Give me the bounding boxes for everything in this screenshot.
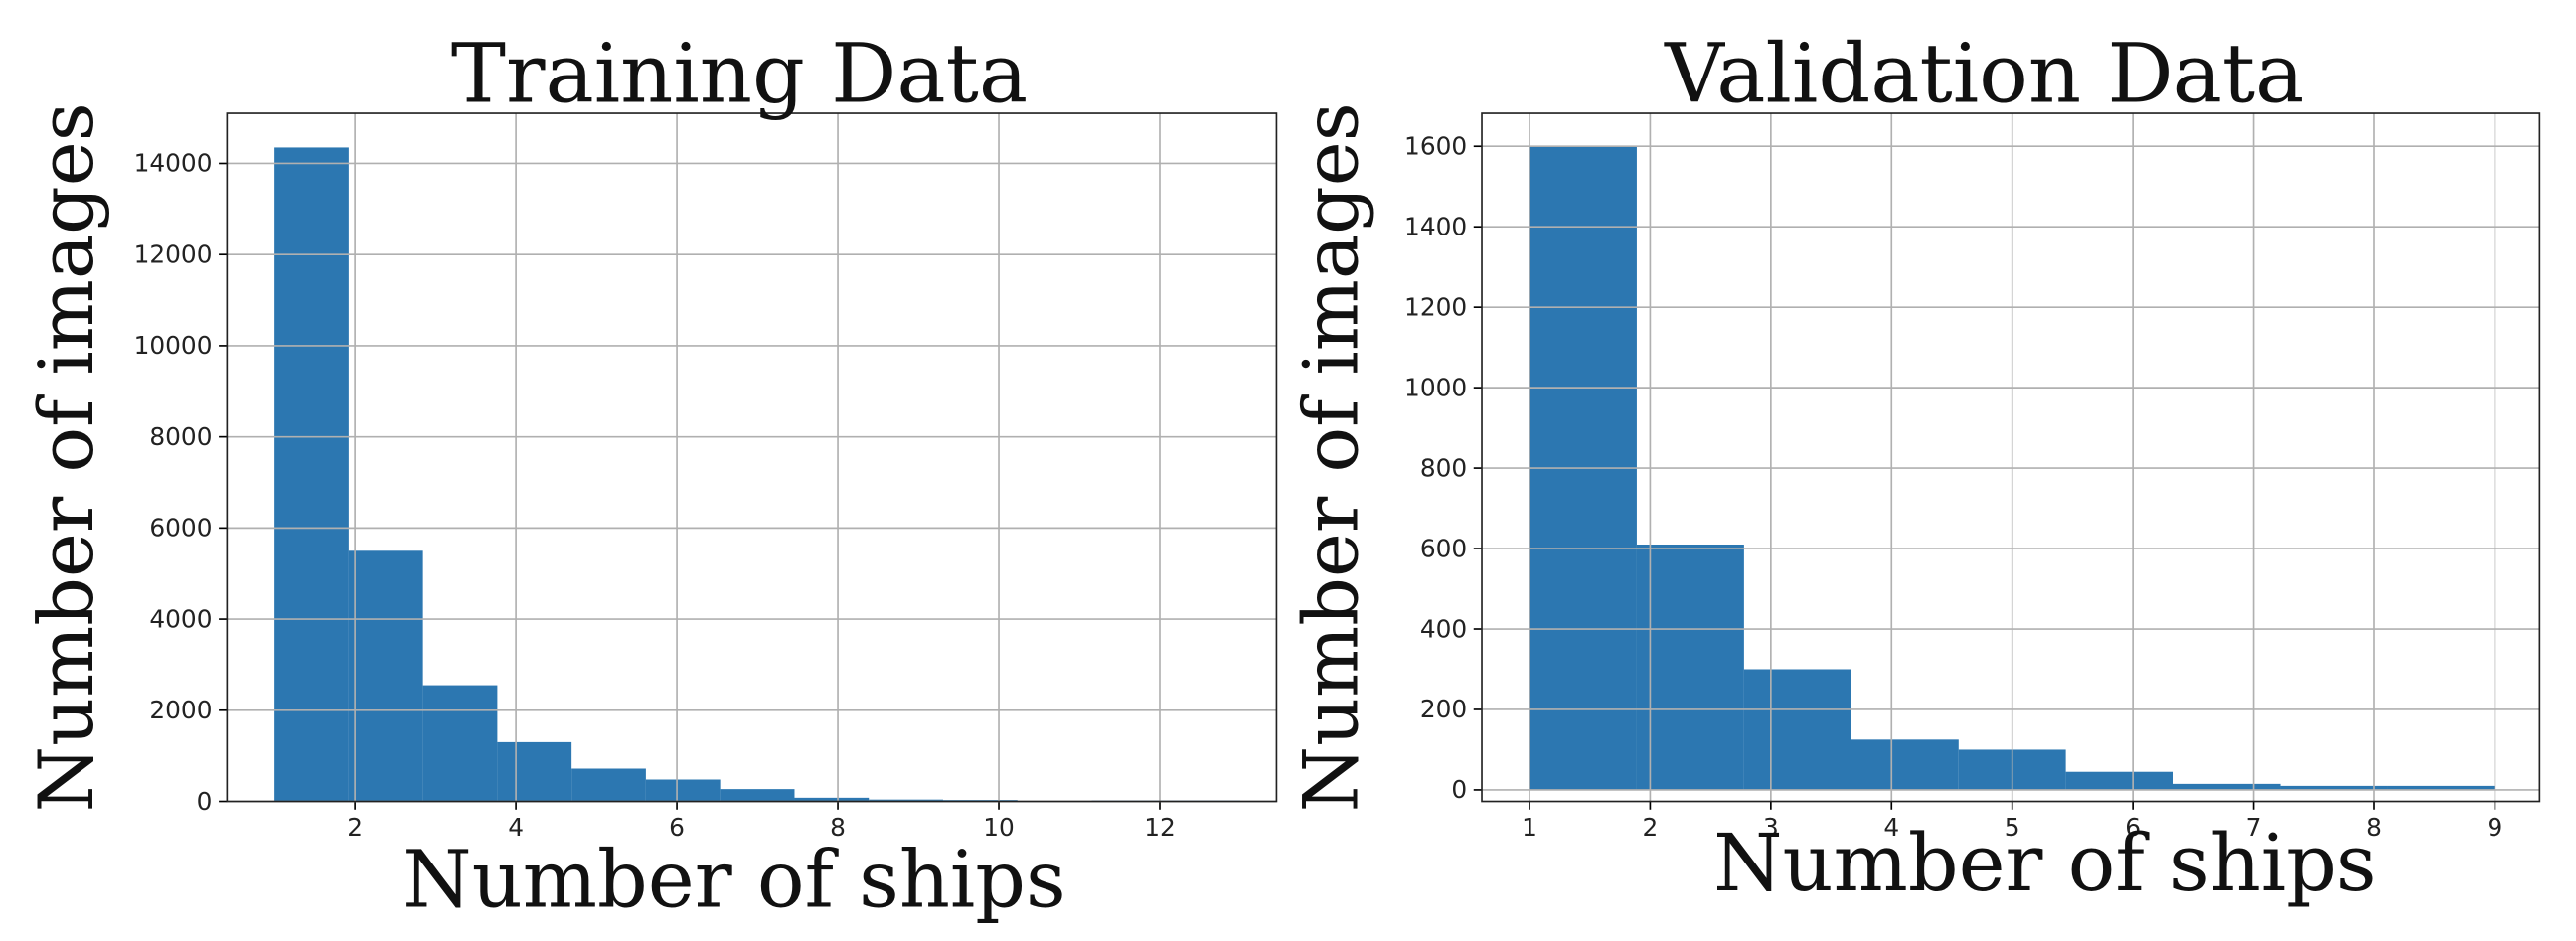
bar (274, 147, 349, 802)
x-tick-label: 6 (2125, 813, 2141, 842)
y-axis-label: Number of images (1286, 102, 1374, 812)
bar (1636, 545, 1744, 790)
x-tick-label: 8 (830, 813, 846, 842)
y-tick-label: 800 (1420, 453, 1467, 482)
y-tick-label: 1400 (1404, 212, 1467, 240)
y-tick-label: 1600 (1404, 131, 1467, 160)
x-tick-label: 8 (2366, 813, 2382, 842)
y-tick-label: 200 (1420, 695, 1467, 723)
y-tick-label: 1200 (1404, 292, 1467, 321)
plot-frame (226, 112, 1278, 803)
x-tick-label: 12 (1144, 813, 1176, 842)
y-tick-label: 0 (1451, 775, 1467, 804)
x-tick-label: 4 (1883, 813, 1899, 842)
bar (2173, 783, 2281, 790)
y-tick-label: 0 (197, 787, 213, 816)
x-tick-label: 7 (2246, 813, 2262, 842)
bar (794, 797, 870, 802)
x-axis-label: Number of ships (1713, 817, 2376, 909)
y-tick-label: 8000 (149, 422, 212, 451)
plot-frame (1481, 112, 2541, 803)
chart-title: Training Data (451, 26, 1028, 121)
bar (2387, 785, 2496, 790)
bar (645, 779, 721, 802)
bar (869, 799, 943, 802)
bar (2280, 785, 2388, 790)
x-tick-label: 2 (1643, 813, 1659, 842)
y-axis-label: Number of images (22, 102, 110, 812)
bar (571, 768, 646, 802)
x-tick-label: 3 (1763, 813, 1779, 842)
x-tick-label: 6 (669, 813, 685, 842)
y-tick-label: 6000 (149, 514, 212, 543)
y-tick-label: 4000 (149, 604, 212, 633)
chart-title: Validation Data (1664, 26, 2304, 121)
y-tick-label: 2000 (149, 696, 212, 724)
bar (1851, 739, 1959, 790)
x-tick-label: 4 (508, 813, 524, 842)
y-tick-label: 400 (1420, 614, 1467, 643)
bar (422, 685, 498, 802)
x-tick-label: 1 (1522, 813, 1537, 842)
y-tick-label: 10000 (134, 331, 213, 360)
bar (1743, 669, 1852, 790)
x-tick-label: 2 (347, 813, 363, 842)
y-tick-label: 1000 (1404, 373, 1467, 401)
bar (2065, 771, 2174, 790)
y-tick-label: 600 (1420, 534, 1467, 562)
bar (497, 741, 572, 802)
x-axis-label: Number of ships (402, 833, 1065, 925)
y-tick-label: 12000 (134, 239, 213, 268)
x-tick-label: 9 (2488, 813, 2503, 842)
x-tick-label: 10 (983, 813, 1015, 842)
y-tick-label: 14000 (134, 149, 213, 178)
bar (348, 550, 423, 802)
bar (720, 789, 795, 802)
x-tick-label: 5 (2005, 813, 2020, 842)
